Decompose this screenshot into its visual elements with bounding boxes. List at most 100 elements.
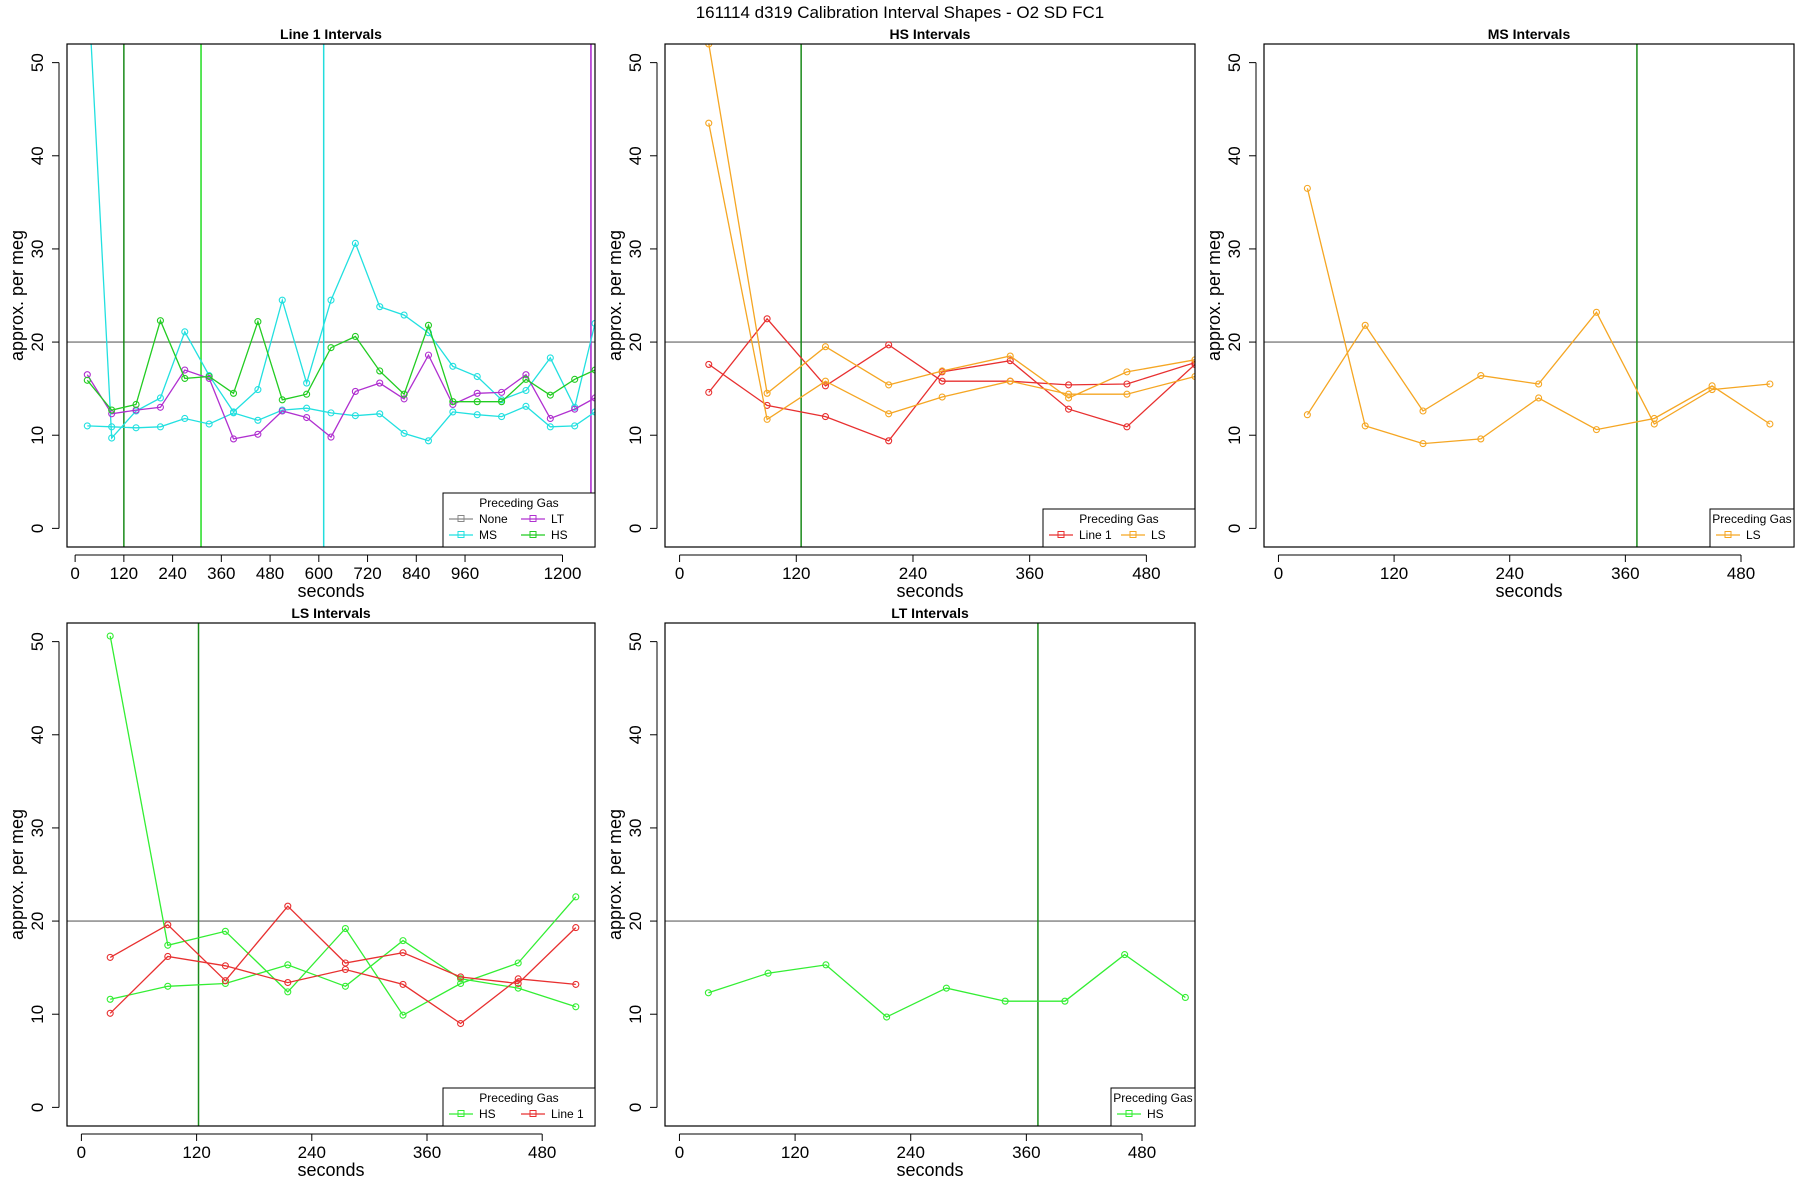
x-tick-label: 480 [1727, 564, 1755, 583]
data-point [424, 351, 433, 359]
x-tick-label: 360 [1015, 564, 1043, 583]
data-point [705, 44, 713, 48]
series-line [86, 318, 595, 411]
legend-box [442, 492, 596, 548]
y-tick-label: 10 [28, 426, 47, 445]
data-point [106, 632, 114, 640]
legend-marker [1724, 531, 1732, 538]
data-point [229, 435, 238, 443]
legend-item: LS [1716, 528, 1761, 542]
data-point [942, 984, 950, 992]
legend-title: Preceding Gas [1113, 1091, 1192, 1105]
legend-item: Line 1 [521, 1107, 584, 1121]
legend-item: MS [449, 528, 497, 542]
data-point [1123, 368, 1131, 376]
legend-item: LT [521, 512, 565, 526]
legend-item: None [449, 512, 508, 526]
data-point [400, 429, 408, 437]
data-point [83, 376, 91, 384]
y-tick-label: 0 [1225, 524, 1244, 533]
x-axis-label: seconds [896, 1160, 963, 1180]
data-point [546, 414, 554, 423]
x-tick-label: 480 [1132, 564, 1160, 583]
data-point [303, 390, 311, 398]
data-point [763, 389, 771, 397]
y-tick-label: 20 [626, 912, 645, 931]
x-axis-label: seconds [297, 581, 364, 601]
series-line [87, 405, 595, 442]
series-line [109, 905, 577, 985]
data-point [399, 980, 407, 988]
data-point [705, 388, 713, 396]
y-tick-label: 20 [1225, 333, 1244, 352]
data-point [164, 952, 172, 961]
plot-frame [664, 43, 1196, 548]
legend-box [1042, 508, 1196, 548]
data-point [473, 372, 481, 381]
series-line [109, 635, 577, 1017]
data-point [303, 404, 311, 412]
y-tick-label: 0 [28, 524, 47, 533]
data-point [572, 980, 580, 988]
data-point [885, 437, 893, 445]
data-point [1535, 380, 1543, 388]
legend-item: HS [521, 528, 568, 542]
data-point [132, 400, 140, 409]
data-point [424, 321, 433, 329]
y-axis: 0 10 20 30 40 50 approx. per meg [7, 53, 60, 533]
data-point [106, 1009, 114, 1017]
x-tick-label: 960 [451, 564, 479, 583]
data-point [449, 408, 457, 416]
data-point [591, 366, 595, 374]
data-point [1191, 359, 1195, 367]
x-tick-label: 120 [182, 1143, 210, 1162]
panel-3: MS Intervals 0 120 240 360 480 seconds 0 10 20 30 4… [1204, 26, 1795, 601]
y-tick-label: 30 [28, 818, 47, 837]
legend: Preceding Gas HS [1110, 1087, 1196, 1127]
data-point [108, 434, 116, 442]
x-tick-label: 720 [353, 564, 381, 583]
data-point [221, 962, 229, 970]
data-point [546, 391, 554, 399]
series-line [708, 44, 1195, 399]
data-point [1361, 321, 1369, 329]
x-tick-label: 480 [256, 564, 284, 583]
legend-marker [529, 1110, 537, 1117]
data-point [351, 412, 359, 420]
data-point [254, 430, 262, 438]
y-tick-label: 20 [28, 333, 47, 352]
panel-title: MS Intervals [1488, 26, 1571, 42]
data-point [473, 411, 481, 419]
y-axis-label: approx. per meg [605, 809, 625, 940]
y-tick-label: 40 [28, 725, 47, 744]
data-point [514, 979, 522, 988]
data-point [221, 977, 229, 985]
data-point [1123, 390, 1131, 398]
series-group [1303, 184, 1774, 448]
data-point [205, 420, 213, 428]
legend-label: HS [551, 528, 568, 542]
data-point [591, 394, 595, 402]
data-point [278, 407, 286, 415]
y-tick-label: 10 [1225, 426, 1244, 445]
data-point [571, 405, 579, 413]
series-line [708, 953, 1186, 1018]
x-tick-label: 120 [781, 1143, 809, 1162]
x-tick-label: 600 [305, 564, 333, 583]
data-point [156, 317, 164, 325]
series-line [90, 44, 595, 440]
data-point [1419, 440, 1427, 448]
legend-label: LS [1151, 528, 1166, 542]
legend-label: HS [1147, 1107, 1164, 1121]
y-tick-label: 30 [626, 818, 645, 837]
data-point [229, 389, 238, 397]
panel-title: HS Intervals [890, 26, 971, 42]
data-point [205, 372, 213, 381]
data-point [1123, 423, 1131, 431]
y-tick-label: 50 [28, 632, 47, 651]
data-point [254, 318, 262, 326]
data-point [1303, 184, 1311, 192]
series-group [106, 632, 580, 1028]
legend-title: Preceding Gas [1079, 512, 1158, 526]
